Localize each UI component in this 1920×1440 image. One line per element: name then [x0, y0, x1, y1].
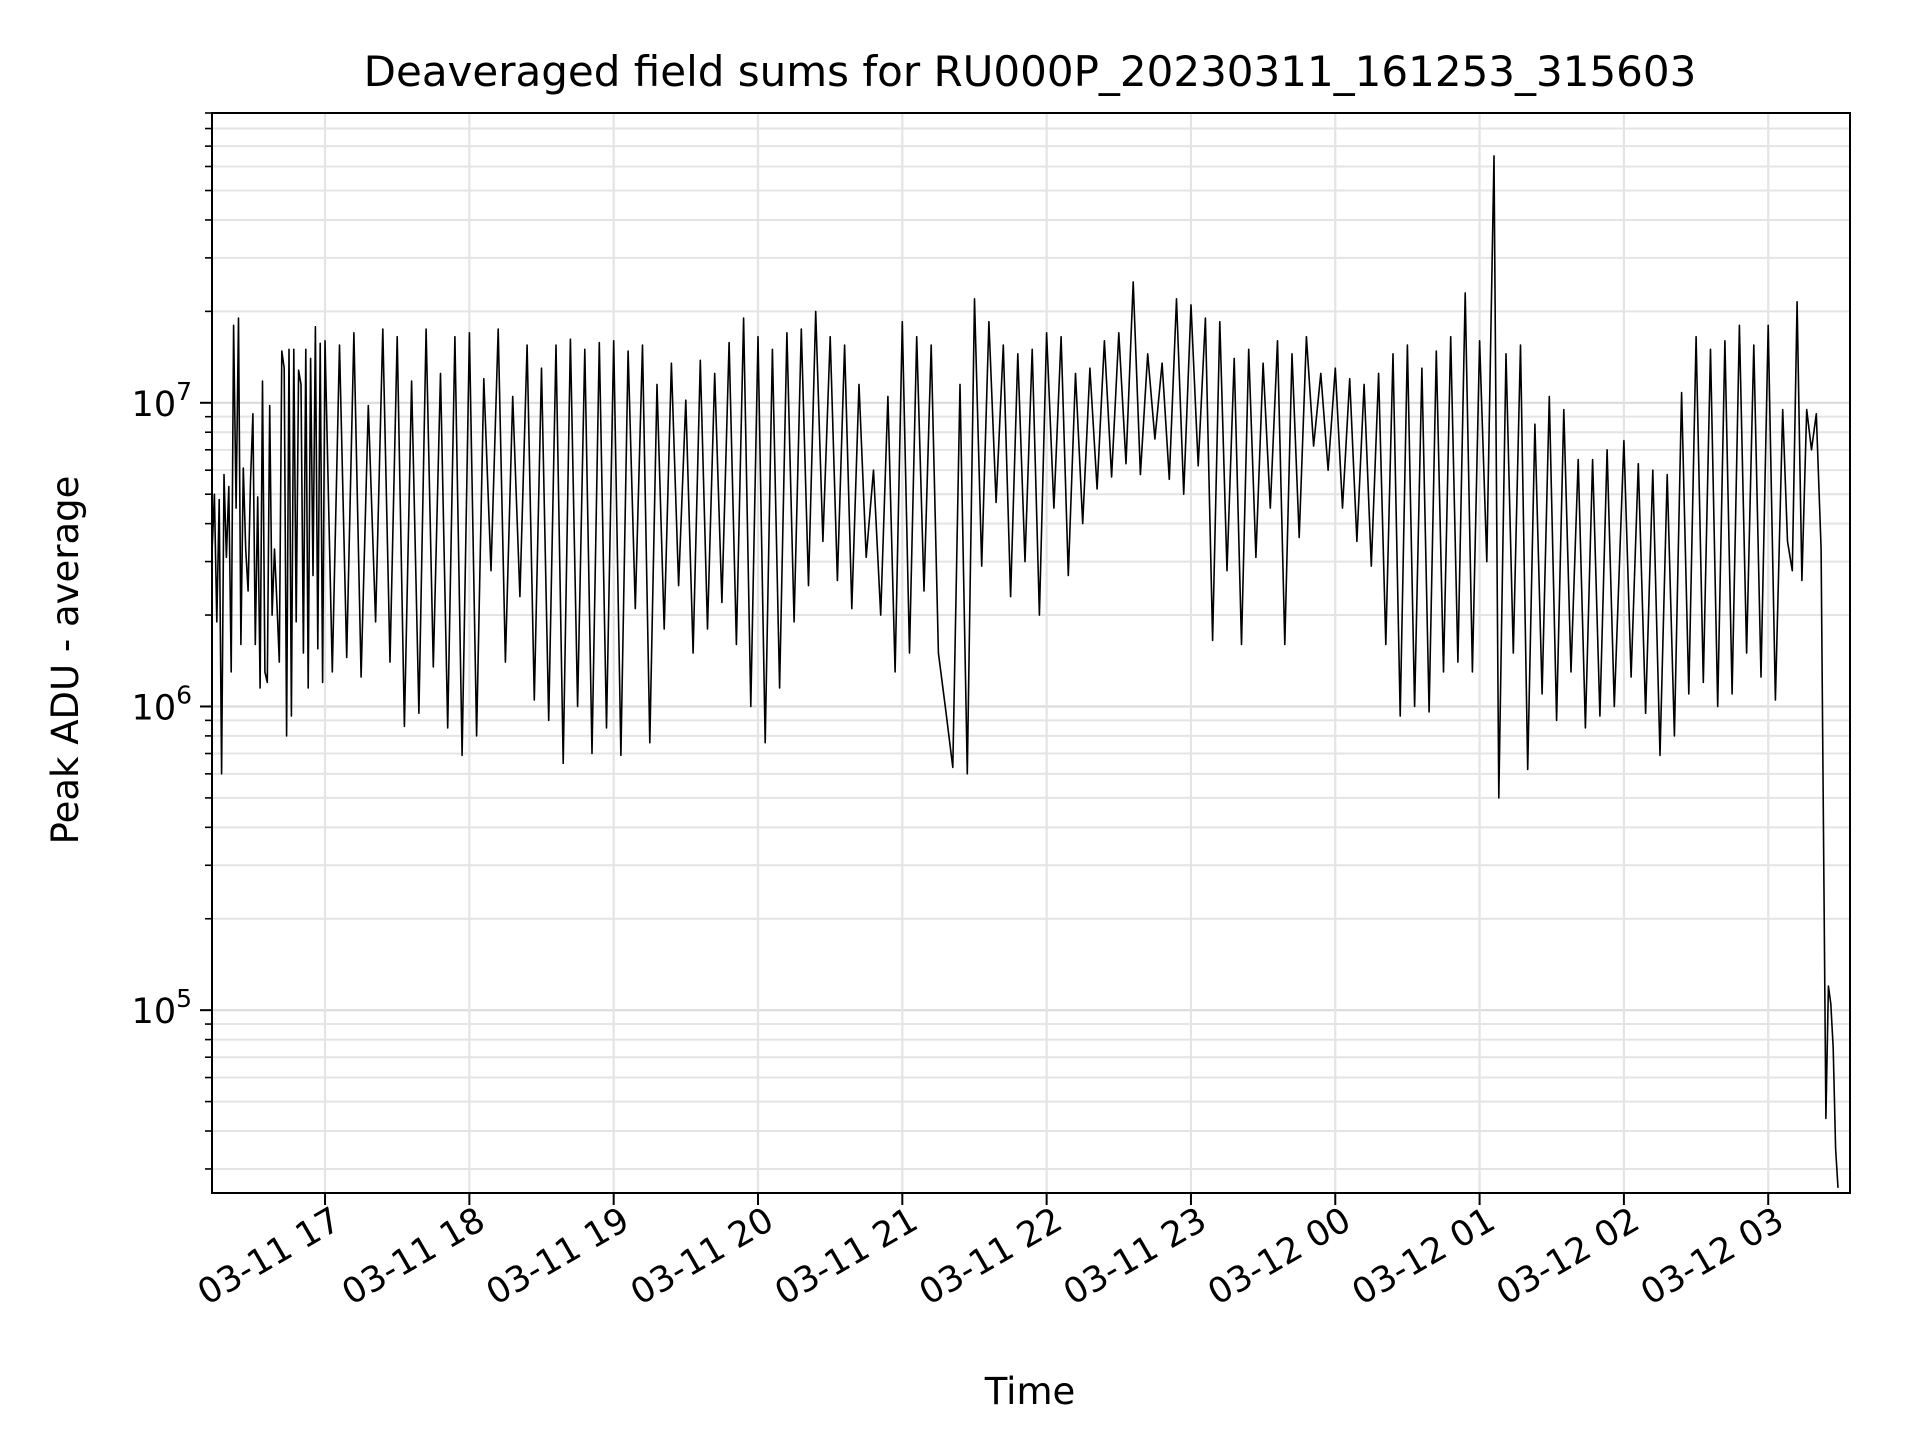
minor-gridlines — [212, 112, 1850, 1170]
y-tick-label: 105 — [132, 984, 192, 1032]
x-axis-label: Time — [984, 1370, 1076, 1413]
y-tick-label: 106 — [132, 680, 192, 728]
series-line — [211, 155, 1839, 1188]
tick-marks — [200, 112, 1770, 1205]
chart-title: Deaveraged field sums for RU000P_2023031… — [364, 47, 1697, 96]
data-series — [211, 155, 1839, 1188]
y-axis-label: Peak ADU - average — [44, 476, 87, 845]
y-tick-label: 107 — [132, 377, 192, 425]
y-tick-labels: 105 106 107 — [132, 377, 192, 1032]
plot-frame — [211, 112, 1851, 1194]
